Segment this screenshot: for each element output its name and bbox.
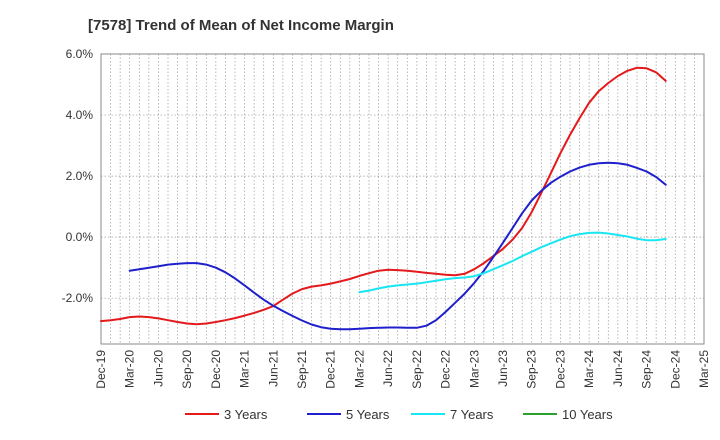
x-tick-label: Sep-21 xyxy=(295,350,309,389)
x-tick-label: Jun-22 xyxy=(381,350,395,387)
x-tick-label: Mar-24 xyxy=(582,350,596,388)
series-group xyxy=(100,66,667,331)
y-tick-label: 6.0% xyxy=(66,47,94,61)
legend-label: 3 Years xyxy=(224,407,268,422)
legend-label: 7 Years xyxy=(450,407,494,422)
x-tick-label: Jun-21 xyxy=(266,350,280,387)
x-tick-label: Mar-23 xyxy=(467,350,481,388)
legend: 3 Years 5 Years 7 Years 10 Years xyxy=(185,407,613,422)
y-tick-label: 4.0% xyxy=(66,108,94,122)
x-tick-label: Dec-21 xyxy=(324,350,338,389)
x-tick-label: Jun-24 xyxy=(611,350,625,387)
y-tick-label: 2.0% xyxy=(66,169,94,183)
x-tick-label: Sep-24 xyxy=(640,350,654,389)
grid xyxy=(101,53,704,344)
x-tick-label: Dec-24 xyxy=(668,350,682,389)
x-tick-label: Sep-22 xyxy=(410,350,424,389)
x-tick-label: Sep-23 xyxy=(525,350,539,389)
x-tick-label: Mar-25 xyxy=(697,350,711,388)
x-tick-label: Dec-20 xyxy=(209,350,223,389)
x-tick-label: Sep-20 xyxy=(180,350,194,389)
series-line-5-years xyxy=(128,161,667,331)
x-tick-label: Jun-23 xyxy=(496,350,510,387)
x-tick-label: Dec-22 xyxy=(439,350,453,389)
legend-label: 10 Years xyxy=(562,407,613,422)
x-tick-label: Mar-21 xyxy=(238,350,252,388)
chart-title: [7578] Trend of Mean of Net Income Margi… xyxy=(88,17,394,34)
plot-frame xyxy=(100,53,705,345)
x-tick-label: Mar-22 xyxy=(352,350,366,388)
series-line-3-years xyxy=(100,66,667,326)
x-tick-label: Jun-20 xyxy=(151,350,165,387)
x-tick-label: Dec-23 xyxy=(553,350,567,389)
x-tick-label: Mar-20 xyxy=(123,350,137,388)
y-axis-ticks: 6.0% 4.0% 2.0% 0.0% -2.0% xyxy=(62,47,94,305)
legend-label: 5 Years xyxy=(346,407,390,422)
y-tick-label: 0.0% xyxy=(66,230,94,244)
series-line-7-years xyxy=(358,231,667,294)
y-tick-label: -2.0% xyxy=(62,291,94,305)
x-axis-ticks: Dec-19 Mar-20 Jun-20 Sep-20 Dec-20 Mar-21 Jun-… xyxy=(94,350,711,389)
x-tick-label: Dec-19 xyxy=(94,350,108,389)
